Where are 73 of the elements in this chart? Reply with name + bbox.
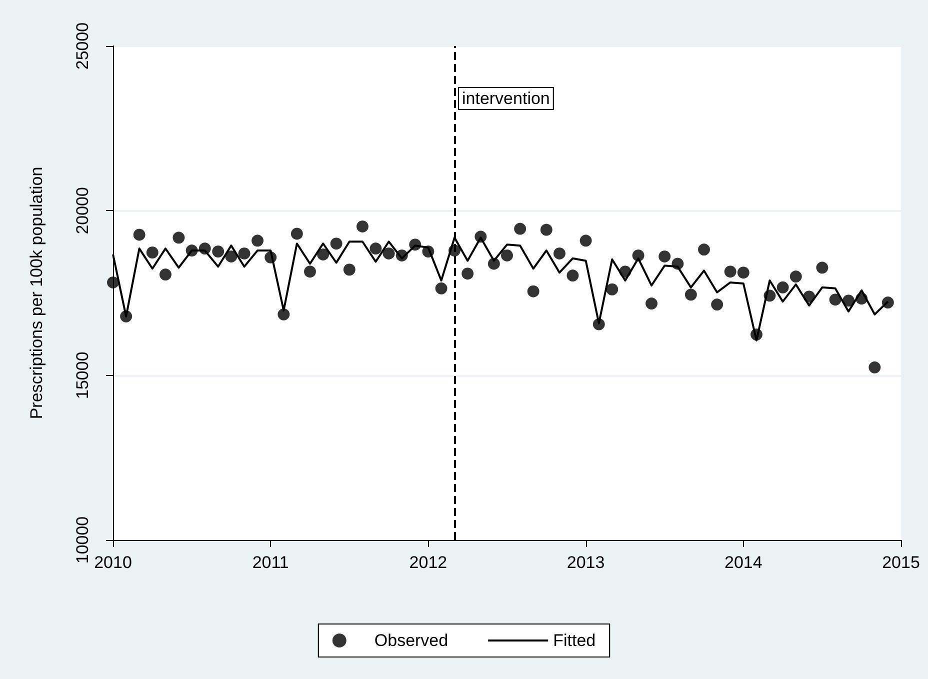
point (186, 244, 198, 257)
point (290, 228, 303, 240)
point (330, 238, 342, 250)
point (396, 249, 408, 262)
point (672, 258, 684, 270)
point (606, 283, 618, 296)
point (566, 270, 579, 282)
point (776, 281, 789, 294)
point (146, 246, 158, 258)
point (501, 249, 513, 262)
point (632, 249, 644, 262)
point (317, 248, 330, 260)
point (356, 220, 368, 232)
x-tick-label: 2013 (566, 553, 605, 572)
point (698, 244, 710, 256)
x-tick-label: 2015 (882, 553, 920, 572)
point (422, 246, 434, 258)
point (646, 298, 658, 310)
point (133, 228, 146, 241)
point (172, 232, 185, 244)
x-tick-label: 2011 (252, 553, 289, 572)
point (868, 361, 881, 374)
point (120, 310, 132, 322)
point (278, 308, 290, 320)
point (684, 288, 697, 301)
point (198, 242, 211, 255)
point (711, 298, 724, 311)
point (764, 290, 776, 302)
point (382, 247, 395, 260)
point (225, 250, 238, 262)
point (803, 290, 816, 303)
legend-label: Observed (374, 631, 448, 650)
point (553, 247, 566, 260)
y-tick-label: 10000 (73, 516, 92, 564)
point (842, 294, 855, 307)
point (856, 292, 868, 305)
point (159, 268, 172, 281)
y-tick-label: 25000 (73, 22, 92, 70)
point (737, 266, 750, 279)
point (724, 266, 736, 278)
y-axis-title: Prescriptions per 100k population (27, 166, 46, 420)
y-tick-label: 15000 (73, 352, 92, 399)
ref-line-label: intervention (462, 89, 550, 108)
x-tick-label: 2012 (409, 553, 448, 572)
point (592, 318, 605, 330)
point (409, 238, 422, 251)
point (370, 242, 382, 255)
point (252, 234, 264, 247)
point (488, 258, 500, 270)
point (238, 247, 250, 260)
point (304, 266, 316, 278)
point (462, 268, 474, 280)
point (540, 224, 552, 236)
point (619, 266, 632, 278)
x-tick-label: 2010 (94, 553, 132, 572)
point (212, 246, 224, 258)
x-tick-label: 2014 (724, 553, 762, 572)
point (829, 294, 842, 306)
point (527, 285, 540, 298)
point (580, 234, 592, 247)
point (816, 262, 828, 274)
point (435, 282, 448, 294)
point (343, 264, 356, 276)
point (264, 251, 277, 264)
point (658, 250, 671, 262)
y-tick-label: 20000 (73, 187, 92, 234)
point (514, 222, 526, 235)
legend-label: Fitted (553, 631, 596, 650)
point (790, 270, 802, 283)
point (882, 296, 894, 309)
point (750, 328, 762, 340)
point (474, 230, 487, 243)
point (107, 276, 119, 288)
